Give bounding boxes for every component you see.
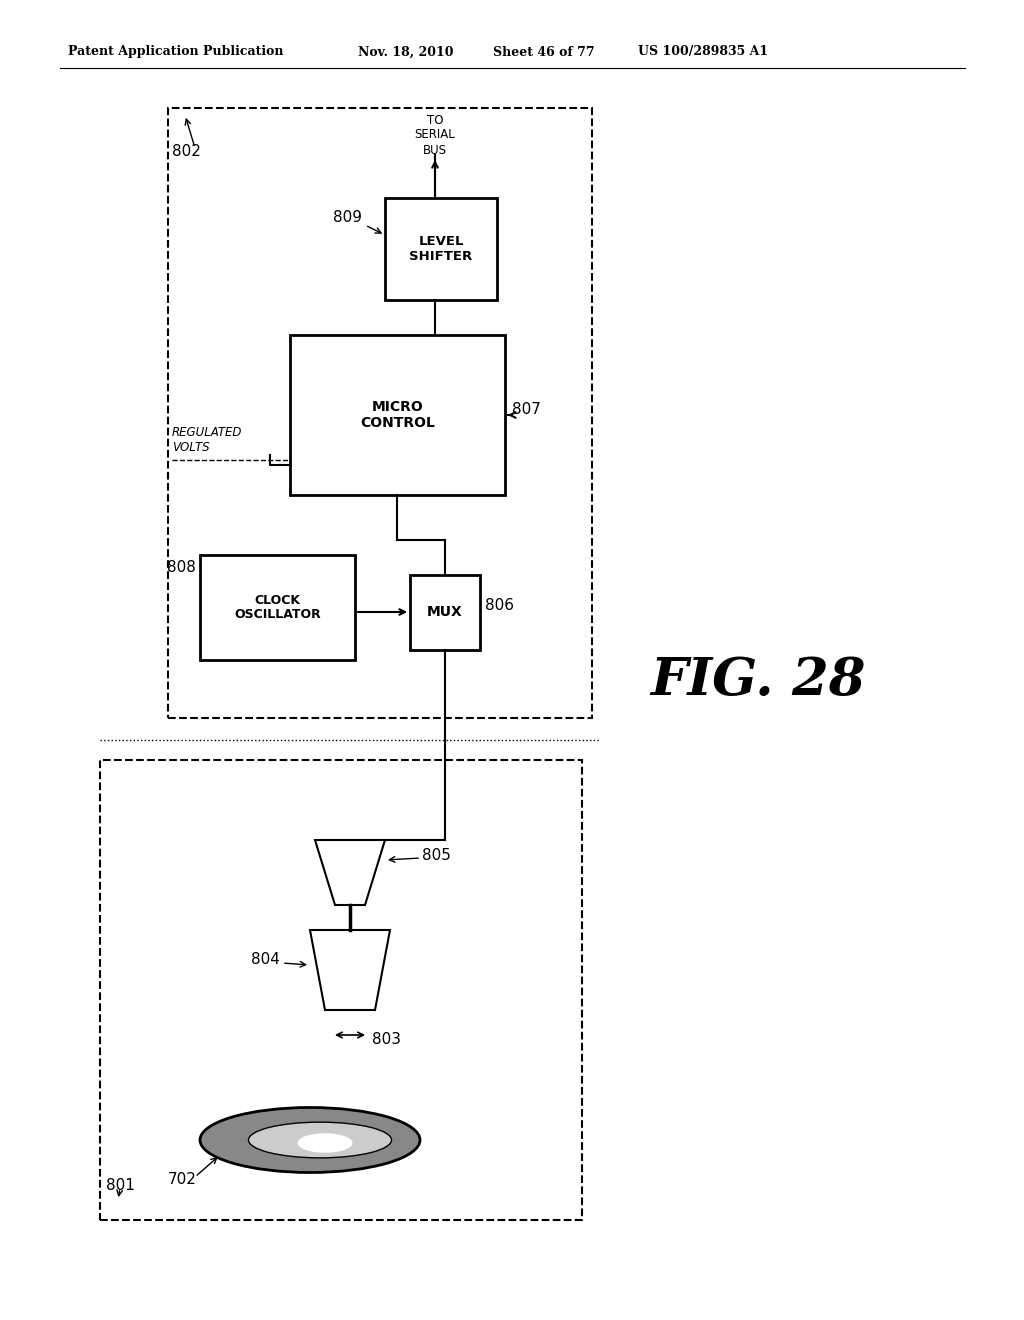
Text: 808: 808	[167, 561, 196, 576]
Text: 809: 809	[333, 210, 362, 226]
Text: 807: 807	[512, 403, 541, 417]
Polygon shape	[310, 931, 390, 1010]
Bar	[290, 335, 505, 495]
Ellipse shape	[249, 1122, 391, 1158]
Ellipse shape	[298, 1134, 352, 1152]
Text: CLOCK
OSCILLATOR: CLOCK OSCILLATOR	[234, 594, 321, 622]
Text: REGULATED
VOLTS: REGULATED VOLTS	[172, 426, 243, 454]
Text: Nov. 18, 2010: Nov. 18, 2010	[358, 45, 454, 58]
Text: US 100/289835 A1: US 100/289835 A1	[638, 45, 768, 58]
Ellipse shape	[200, 1107, 420, 1172]
Text: 801: 801	[106, 1177, 135, 1192]
Text: 806: 806	[485, 598, 514, 612]
Text: LEVEL
SHIFTER: LEVEL SHIFTER	[410, 235, 473, 263]
Text: Patent Application Publication: Patent Application Publication	[68, 45, 284, 58]
Text: 802: 802	[172, 144, 201, 160]
Polygon shape	[315, 840, 385, 906]
Bar	[200, 554, 355, 660]
Text: 803: 803	[372, 1032, 401, 1048]
Text: 702: 702	[168, 1172, 197, 1188]
Text: 804: 804	[251, 953, 280, 968]
Text: 805: 805	[422, 847, 451, 862]
Text: FIG. 28: FIG. 28	[650, 655, 865, 705]
Bar	[410, 576, 480, 649]
Text: TO
SERIAL
BUS: TO SERIAL BUS	[415, 114, 456, 157]
Text: Sheet 46 of 77: Sheet 46 of 77	[493, 45, 595, 58]
Text: MICRO
CONTROL: MICRO CONTROL	[360, 400, 435, 430]
Bar	[385, 198, 497, 300]
Text: MUX: MUX	[427, 606, 463, 619]
